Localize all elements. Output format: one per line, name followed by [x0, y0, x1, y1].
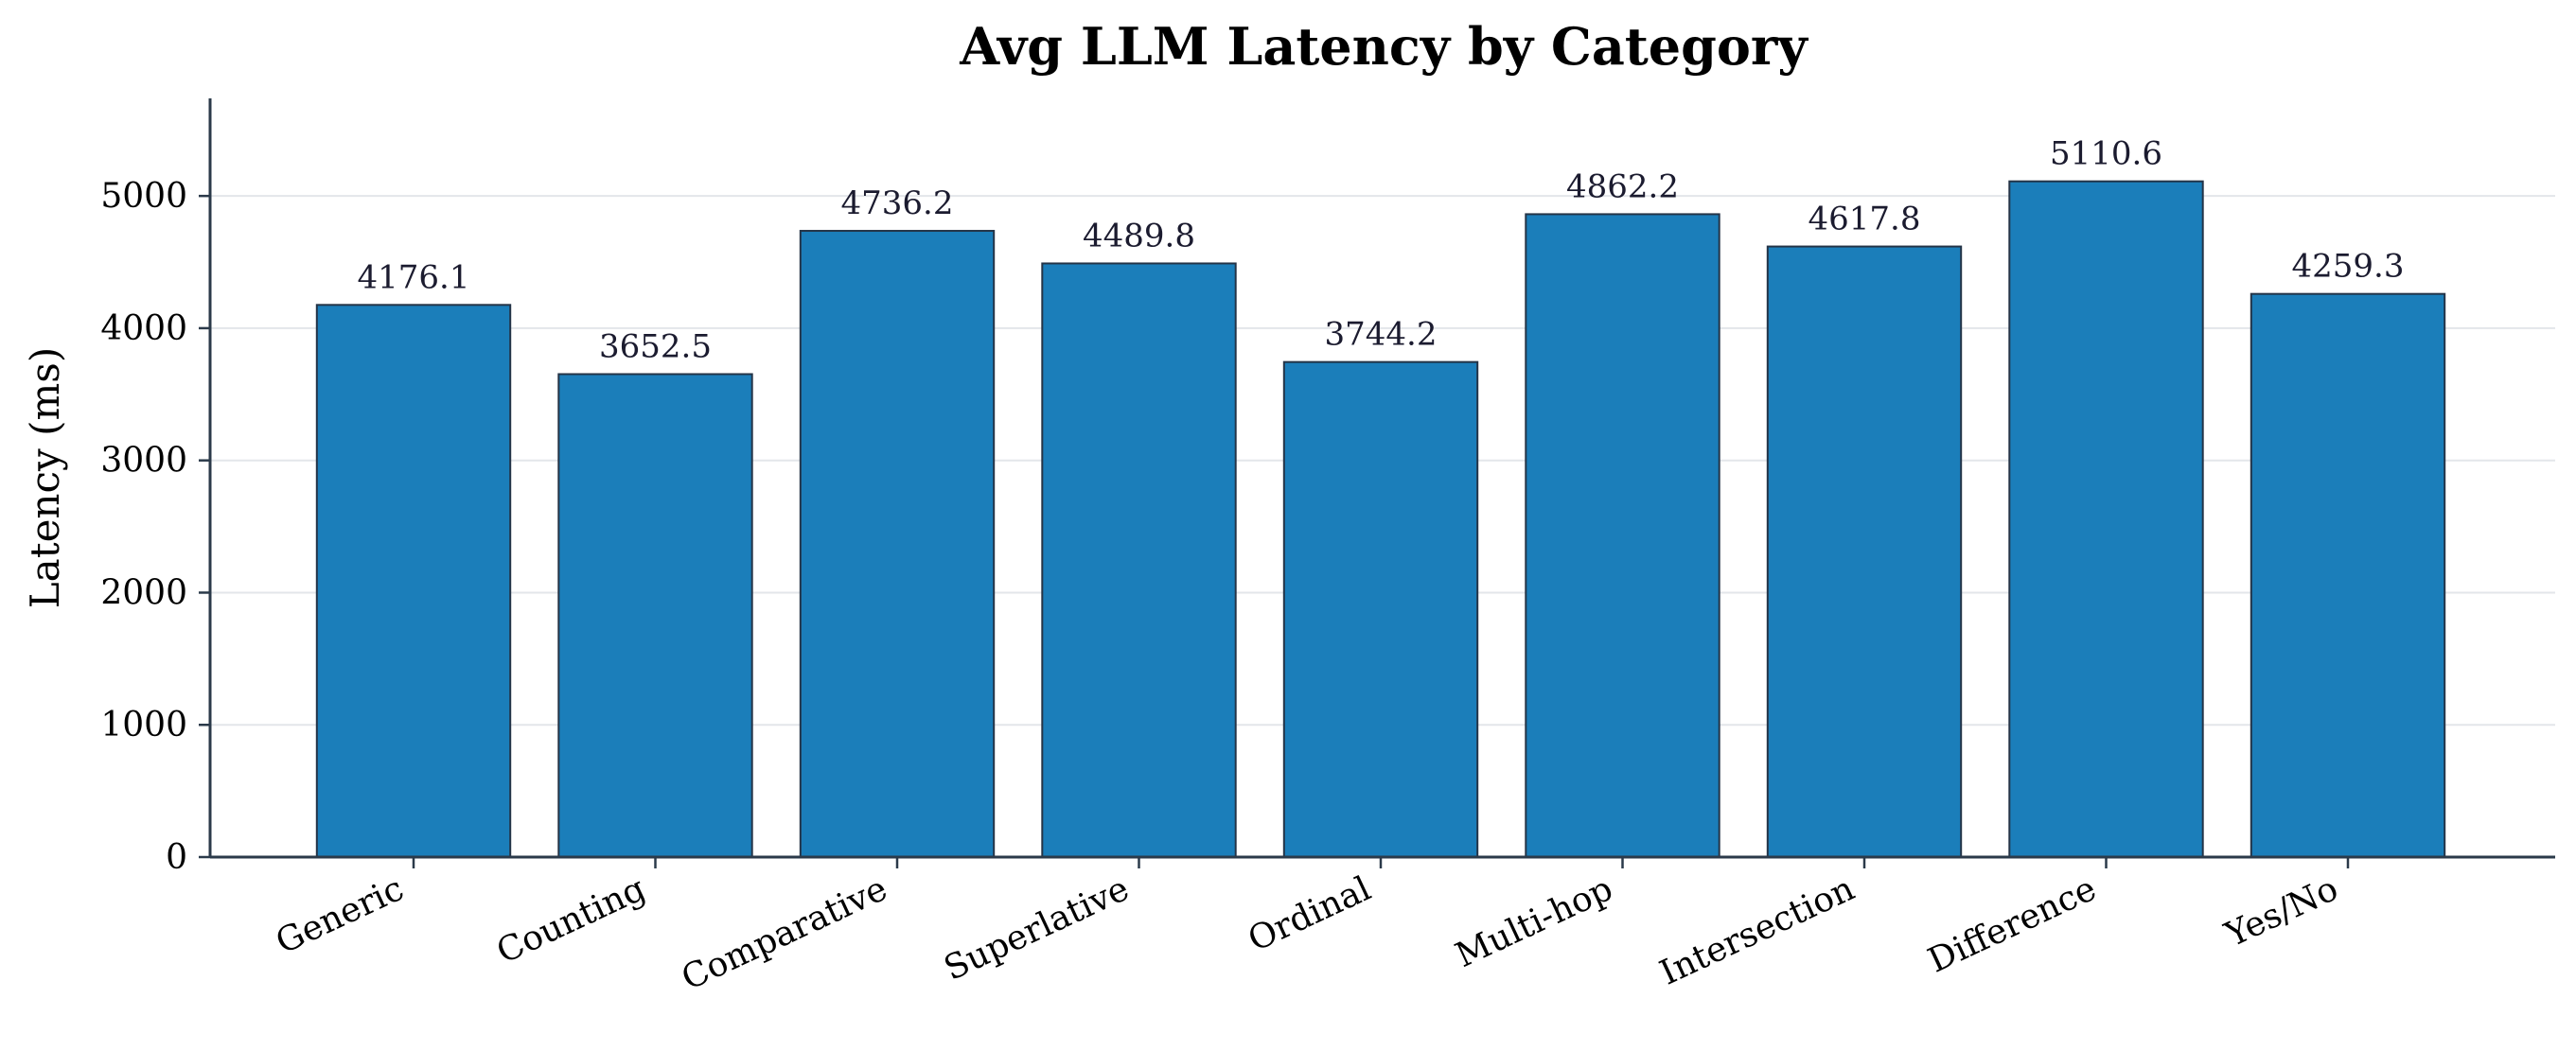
bar-value-label: 4259.3 — [2292, 248, 2405, 286]
chart-title: Avg LLM Latency by Category — [959, 16, 1808, 77]
bar — [2250, 292, 2446, 858]
x-tick-label: Intersection — [1654, 869, 1861, 993]
bar-value-label: 3744.2 — [1325, 316, 1438, 354]
bar-value-label: 5110.6 — [2050, 135, 2162, 173]
bar — [799, 230, 996, 858]
bar — [1525, 213, 1720, 858]
x-tick-label: Counting — [491, 869, 651, 972]
x-tick-label: Comparative — [676, 869, 893, 998]
x-tick-label: Yes/No — [2219, 869, 2344, 955]
y-tick-label: 5000 — [100, 177, 187, 216]
bar-value-label: 4617.8 — [1808, 201, 1921, 238]
x-tick-label: Superlative — [939, 869, 1136, 989]
axes — [199, 98, 2555, 868]
y-axis-label: Latency (ms) — [22, 347, 68, 608]
bar — [315, 304, 512, 858]
bar-value-label: 4489.8 — [1083, 217, 1195, 254]
x-tick-label: Ordinal — [1243, 869, 1377, 959]
bar — [1041, 262, 1237, 858]
y-tick-label: 3000 — [100, 442, 187, 481]
x-tick-label: Generic — [270, 869, 409, 962]
y-tick-label: 4000 — [100, 309, 187, 348]
bar-value-label: 4736.2 — [841, 184, 954, 222]
x-tick-label: Multi-hop — [1450, 869, 1618, 975]
y-tick-label: 1000 — [100, 706, 187, 744]
bar-value-label: 3652.5 — [599, 327, 712, 365]
bar — [2008, 180, 2204, 859]
bars — [315, 180, 2446, 859]
bar-value-label: 4176.1 — [358, 258, 470, 296]
bar-value-label: 4862.2 — [1566, 167, 1679, 205]
x-tick-label: Difference — [1922, 869, 2102, 981]
bar — [1282, 360, 1479, 858]
bar — [1766, 245, 1963, 858]
y-tick-label: 2000 — [100, 573, 187, 612]
bar — [557, 373, 753, 858]
y-tick-label: 0 — [166, 838, 187, 877]
